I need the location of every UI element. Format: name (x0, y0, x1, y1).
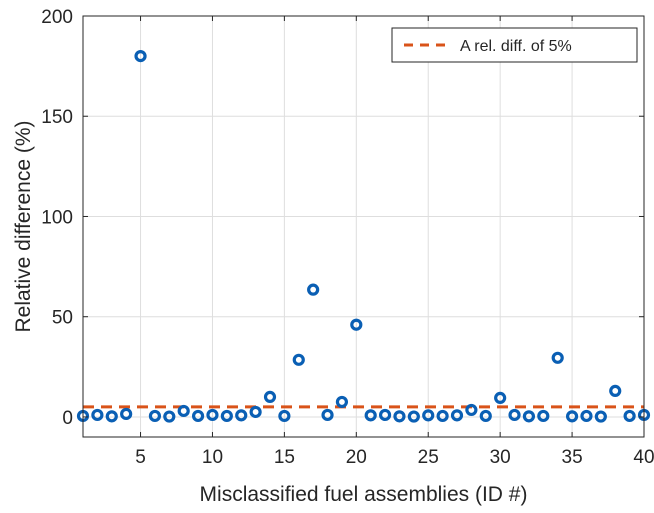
data-point (407, 410, 420, 423)
data-point (263, 390, 277, 404)
data-point (494, 391, 507, 405)
legend-box (391, 27, 638, 63)
y-tick-label: 200 (41, 7, 73, 28)
data-point (551, 351, 564, 364)
legend: A rel. diff. of 5% (391, 27, 638, 63)
data-point (307, 283, 320, 296)
data-point (220, 409, 233, 423)
data-point (465, 403, 478, 417)
y-tick-label: 150 (41, 107, 73, 128)
data-point (378, 408, 392, 422)
data-point (177, 404, 190, 418)
data-point (522, 410, 536, 423)
y-axis-label: Relative difference (%) (12, 120, 35, 332)
data-point (335, 395, 349, 409)
data-point (191, 409, 205, 423)
data-point (105, 410, 118, 423)
y-tick-label: 0 (62, 408, 73, 429)
data-point (364, 409, 377, 422)
y-tick-label: 100 (41, 207, 73, 228)
data-point (580, 409, 593, 423)
x-tick-label: 15 (274, 447, 295, 468)
x-tick-label: 5 (135, 447, 146, 468)
y-tick-label: 50 (52, 308, 73, 329)
data-point (508, 408, 521, 422)
data-point (91, 408, 104, 422)
x-axis-label: Misclassified fuel assemblies (ID #) (200, 483, 528, 506)
x-tick-label: 20 (346, 447, 367, 468)
data-point (623, 409, 636, 423)
data-point (537, 409, 550, 423)
plot-area (83, 16, 644, 437)
data-point (163, 410, 176, 423)
data-point (565, 410, 579, 423)
data-point (450, 409, 464, 422)
data-point (594, 410, 607, 423)
axis-ticks: 5 10 15 20 25 30 35 40 0 50 100 150 200 (41, 7, 654, 468)
x-tick-label: 25 (418, 447, 439, 468)
x-tick-label: 35 (562, 447, 583, 468)
x-tick-label: 30 (490, 447, 511, 468)
data-point (120, 407, 133, 421)
data-point (393, 410, 406, 423)
data-point (148, 409, 162, 423)
data-points (76, 49, 651, 423)
data-point (206, 408, 219, 422)
legend-entry-label: A rel. diff. of 5% (460, 38, 572, 55)
data-point (350, 318, 363, 331)
x-tick-label: 40 (633, 447, 654, 468)
data-point (235, 409, 248, 422)
data-point (436, 409, 449, 423)
data-point (292, 353, 305, 366)
data-point (278, 409, 291, 423)
x-tick-label: 10 (202, 447, 223, 468)
data-point (249, 405, 262, 419)
plot-border (82, 15, 645, 438)
data-point (479, 409, 492, 423)
data-point (609, 384, 622, 397)
data-point (134, 49, 147, 63)
data-point (321, 408, 334, 422)
data-point (422, 409, 435, 422)
